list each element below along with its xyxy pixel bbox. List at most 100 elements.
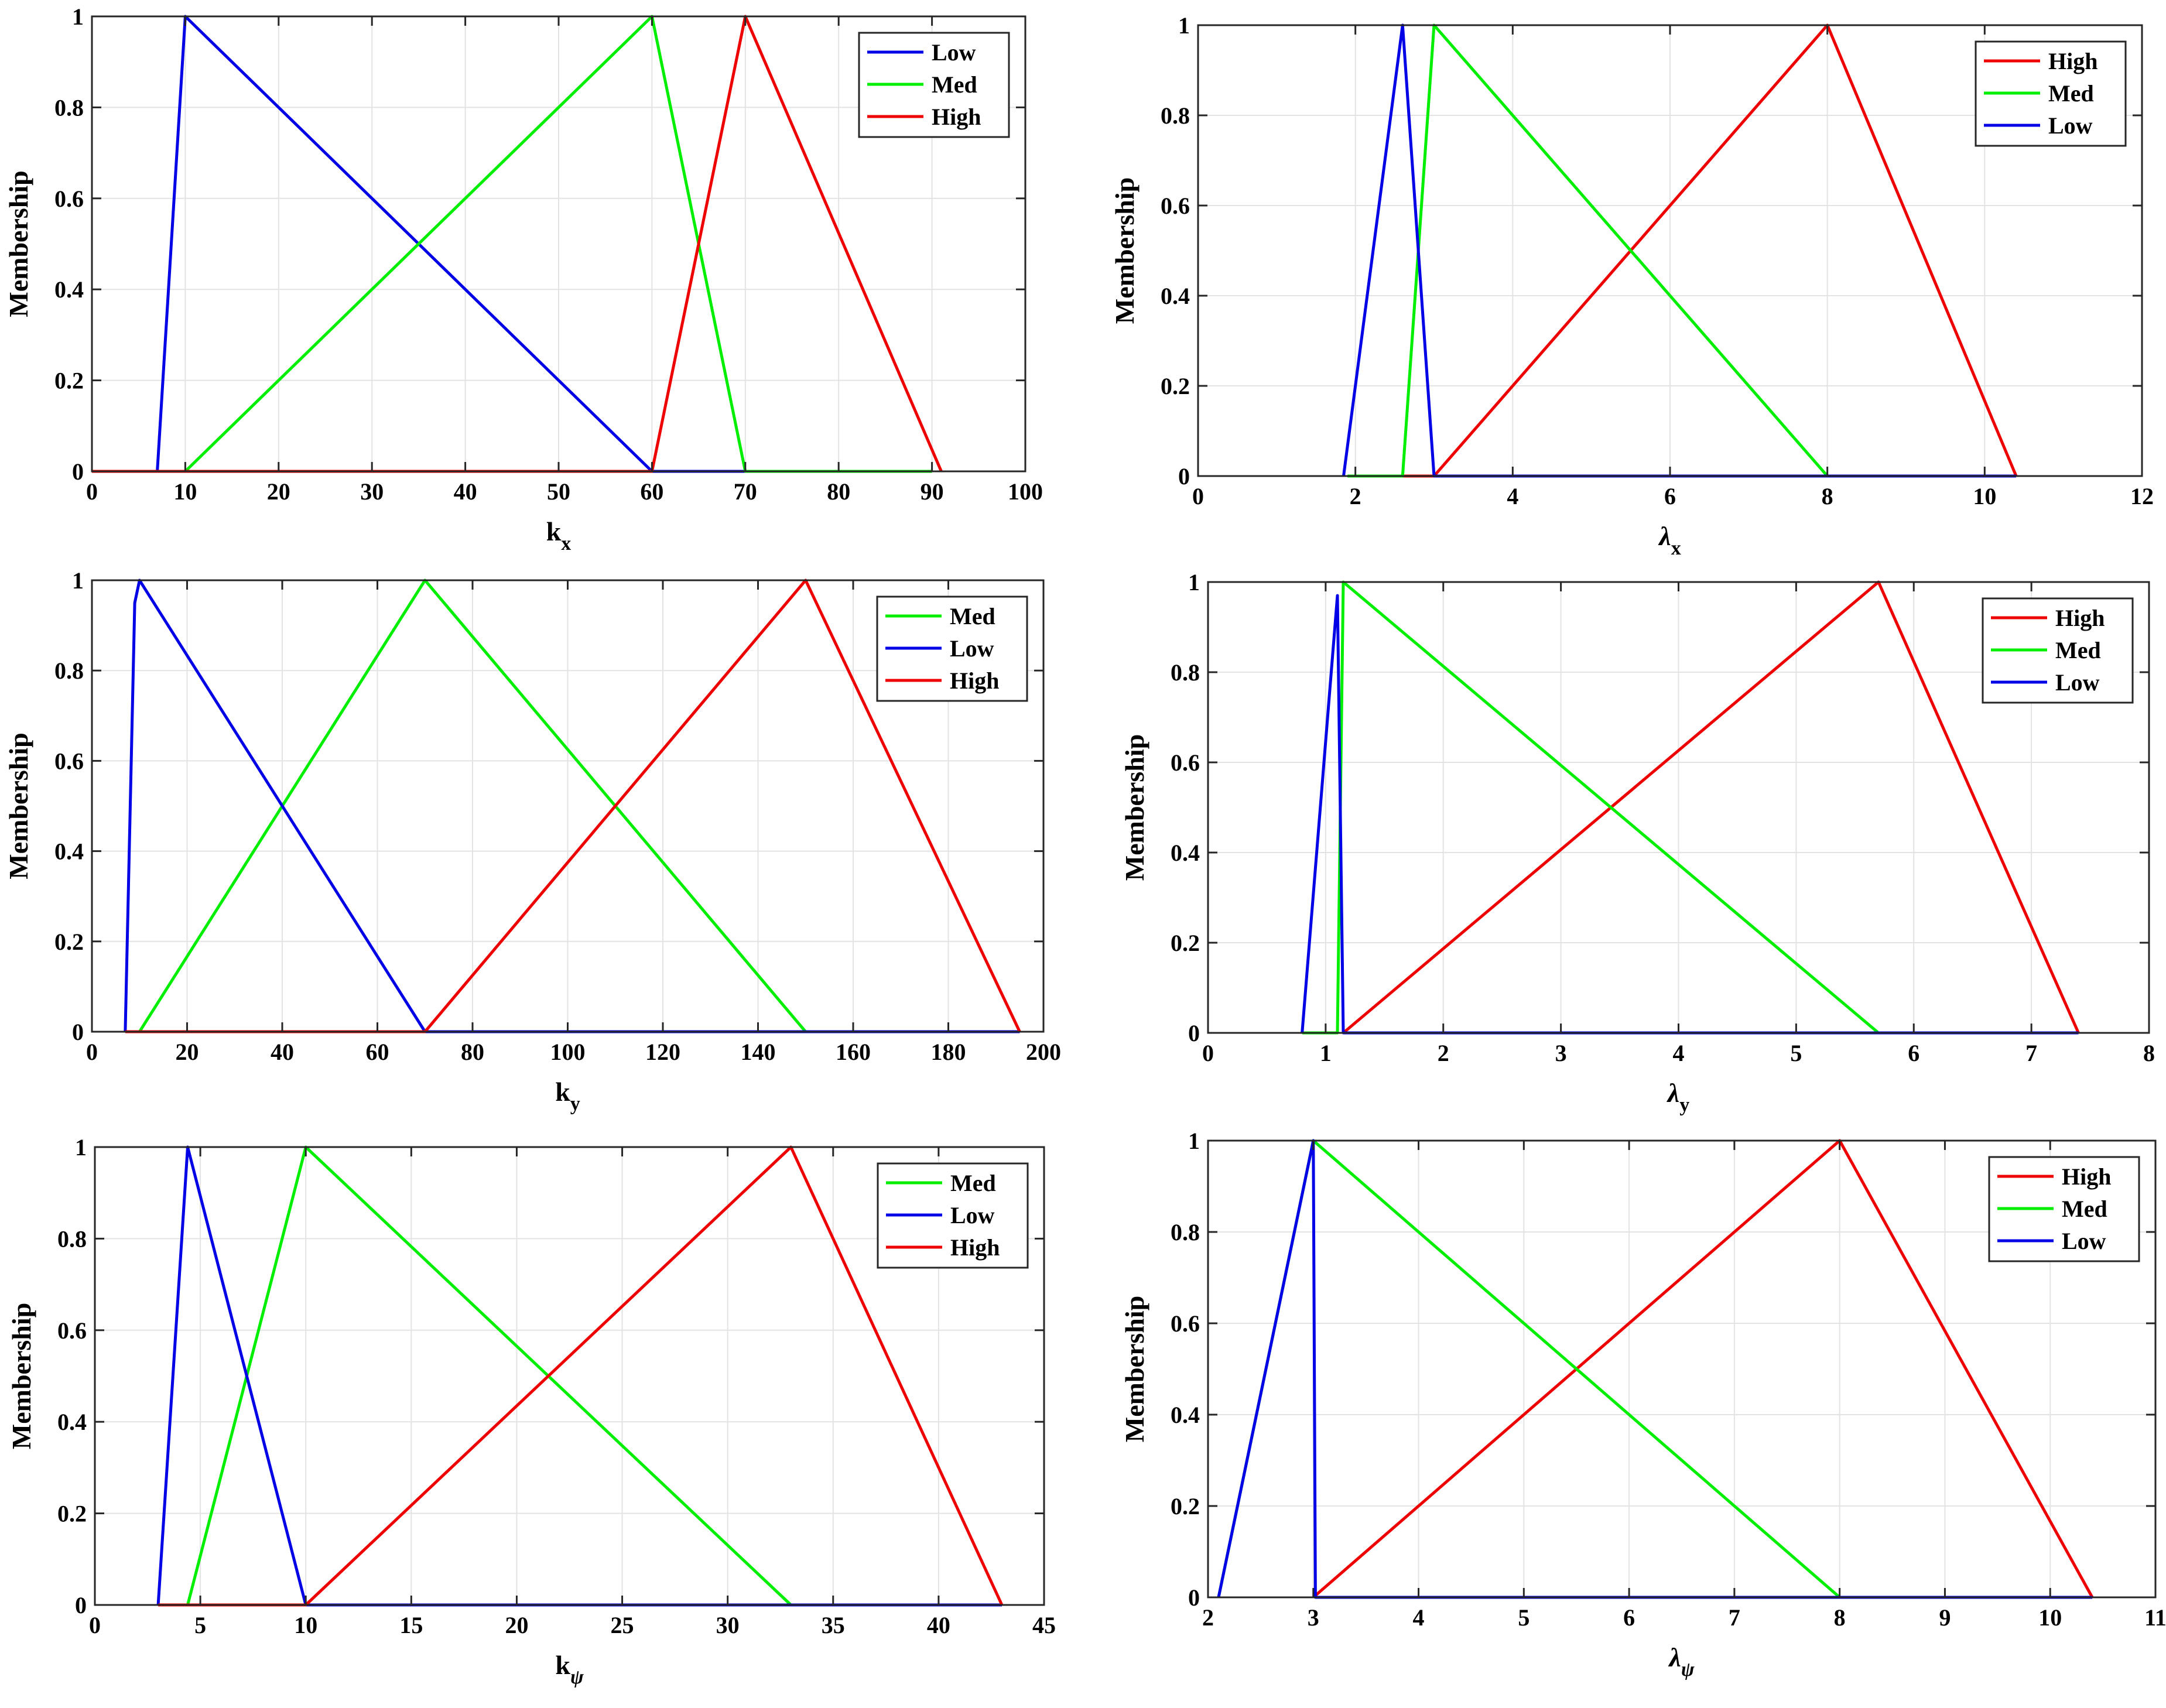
x-tick-label: 2: [1202, 1604, 1214, 1631]
axes-frame: [1207, 1139, 2157, 1599]
y-tick-label: 0.8: [1171, 659, 1200, 686]
legend-label-low: Low: [2055, 669, 2100, 696]
x-axis-title-subscript: ψ: [1681, 1659, 1695, 1680]
legend-box: [876, 595, 1028, 702]
y-tick-label: 0.2: [54, 368, 84, 394]
x-tick-label: 8: [1834, 1604, 1846, 1631]
y-tick-label: 0: [1188, 1020, 1200, 1046]
x-tick-label: 40: [454, 478, 477, 505]
y-axis-title: Membership: [1120, 1296, 1149, 1442]
x-axis-title-subscript: ψ: [570, 1666, 584, 1688]
legend-label-high: High: [950, 1234, 1000, 1261]
x-tick-label: 3: [1555, 1040, 1567, 1066]
legend-label-low: Low: [2048, 112, 2093, 139]
legend-label-high: High: [2048, 48, 2097, 74]
x-tick-label: 4: [1673, 1040, 1685, 1066]
legend-label-low: Low: [950, 635, 994, 662]
x-tick-label: 5: [1790, 1040, 1802, 1066]
y-tick-label: 0.4: [1161, 283, 1190, 309]
legend-label-med: Med: [2048, 80, 2094, 107]
y-axis-title: Membership: [4, 733, 33, 879]
y-tick-label: 0.4: [1171, 1402, 1200, 1428]
x-tick-label: 200: [1026, 1039, 1061, 1065]
y-tick-label: 0.6: [1161, 193, 1190, 219]
y-tick-label: 0: [72, 458, 84, 485]
y-tick-label: 0.4: [57, 1409, 87, 1435]
x-tick-label: 8: [1822, 483, 1833, 509]
x-tick-label: 2: [1350, 483, 1361, 509]
x-tick-label: 11: [2144, 1604, 2166, 1631]
x-tick-label: 45: [1032, 1612, 1056, 1638]
x-axis-title-subscript: y: [1679, 1094, 1689, 1116]
x-tick-label: 160: [836, 1039, 871, 1065]
legend: High Med Low: [1988, 1156, 2140, 1262]
y-axis-title: Membership: [1110, 177, 1140, 324]
legend-label-med: Med: [950, 603, 995, 629]
x-tick-label: 5: [194, 1612, 206, 1638]
x-tick-label: 10: [294, 1612, 317, 1638]
x-tick-label: 70: [734, 478, 757, 505]
y-tick-label: 1: [72, 567, 84, 594]
x-tick-label: 80: [461, 1039, 484, 1065]
legend-label-med: Med: [950, 1170, 996, 1196]
y-tick-label: 0.8: [1171, 1219, 1200, 1245]
x-tick-label: 9: [1939, 1604, 1951, 1631]
y-tick-label: 0.6: [1171, 1310, 1200, 1337]
chart-panel-1: 0 10 20 30 40 50 60 70 80 90 100 0 0.2 0.4 0.6 0.8 1 Memb…: [4, 4, 1043, 554]
y-tick-label: 0.2: [1161, 373, 1190, 399]
x-tick-label: 25: [611, 1612, 634, 1638]
legend-label-med: Med: [932, 71, 977, 98]
legend: High Med Low: [1975, 40, 2127, 147]
x-tick-label: 4: [1413, 1604, 1425, 1631]
x-tick-label: 0: [89, 1612, 101, 1638]
legend-label-high: High: [2062, 1163, 2111, 1190]
y-tick-label: 1: [1178, 12, 1190, 39]
axes-frame: [94, 1146, 1045, 1606]
x-tick-label: 60: [366, 1039, 389, 1065]
x-axis-title-base: λ: [1667, 1078, 1679, 1108]
y-tick-label: 0.4: [54, 276, 84, 303]
x-tick-label: 50: [547, 478, 570, 505]
x-tick-label: 6: [1908, 1040, 1919, 1066]
x-tick-label: 2: [1438, 1040, 1449, 1066]
x-tick-label: 20: [505, 1612, 528, 1638]
legend-label-high: High: [932, 104, 981, 130]
x-tick-label: 8: [2143, 1040, 2155, 1066]
y-axis-title: Membership: [1120, 734, 1149, 881]
x-axis-title: λψ: [1668, 1642, 1694, 1680]
y-tick-label: 0: [72, 1019, 84, 1045]
legend-label-low: Low: [932, 39, 976, 66]
y-tick-label: 0.6: [54, 186, 84, 212]
x-tick-label: 7: [1729, 1604, 1740, 1631]
x-tick-label: 0: [86, 1039, 98, 1065]
legend: Med Low High: [876, 595, 1028, 702]
y-tick-label: 0: [1188, 1584, 1200, 1611]
x-axis-title-subscript: y: [570, 1093, 580, 1115]
x-tick-label: 1: [1320, 1040, 1332, 1066]
x-tick-label: 40: [927, 1612, 950, 1638]
x-tick-label: 35: [822, 1612, 845, 1638]
y-tick-label: 0.4: [1171, 840, 1200, 866]
x-tick-label: 30: [716, 1612, 740, 1638]
x-axis-title-base: k: [555, 1650, 570, 1680]
x-axis-title-subscript: x: [561, 533, 571, 554]
x-tick-label: 5: [1518, 1604, 1529, 1631]
y-tick-label: 0.2: [54, 929, 84, 955]
x-axis-title-subscript: x: [1671, 538, 1681, 559]
chart-panel-5: 0 5 10 15 20 25 30 35 40 45 0 0.2 0.4 0.6 0.8 1 Membersh…: [6, 1134, 1056, 1688]
x-tick-label: 6: [1664, 483, 1676, 509]
legend-label-med: Med: [2055, 637, 2101, 663]
x-axis-title: kψ: [555, 1650, 584, 1688]
y-tick-label: 0: [1178, 463, 1190, 490]
chart-panel-3: 0 20 40 60 80 100 120 140 160 180 200 0 0.2 0.4 0.6 0.8…: [4, 567, 1061, 1115]
x-axis-title-base: k: [546, 516, 562, 546]
x-tick-label: 20: [267, 478, 290, 505]
legend-label-high: High: [950, 668, 999, 694]
x-tick-label: 120: [645, 1039, 680, 1065]
x-tick-label: 20: [176, 1039, 199, 1065]
x-tick-label: 100: [1008, 478, 1043, 505]
x-axis-title: kx: [546, 516, 572, 554]
x-tick-label: 40: [271, 1039, 294, 1065]
y-tick-label: 1: [75, 1134, 87, 1161]
